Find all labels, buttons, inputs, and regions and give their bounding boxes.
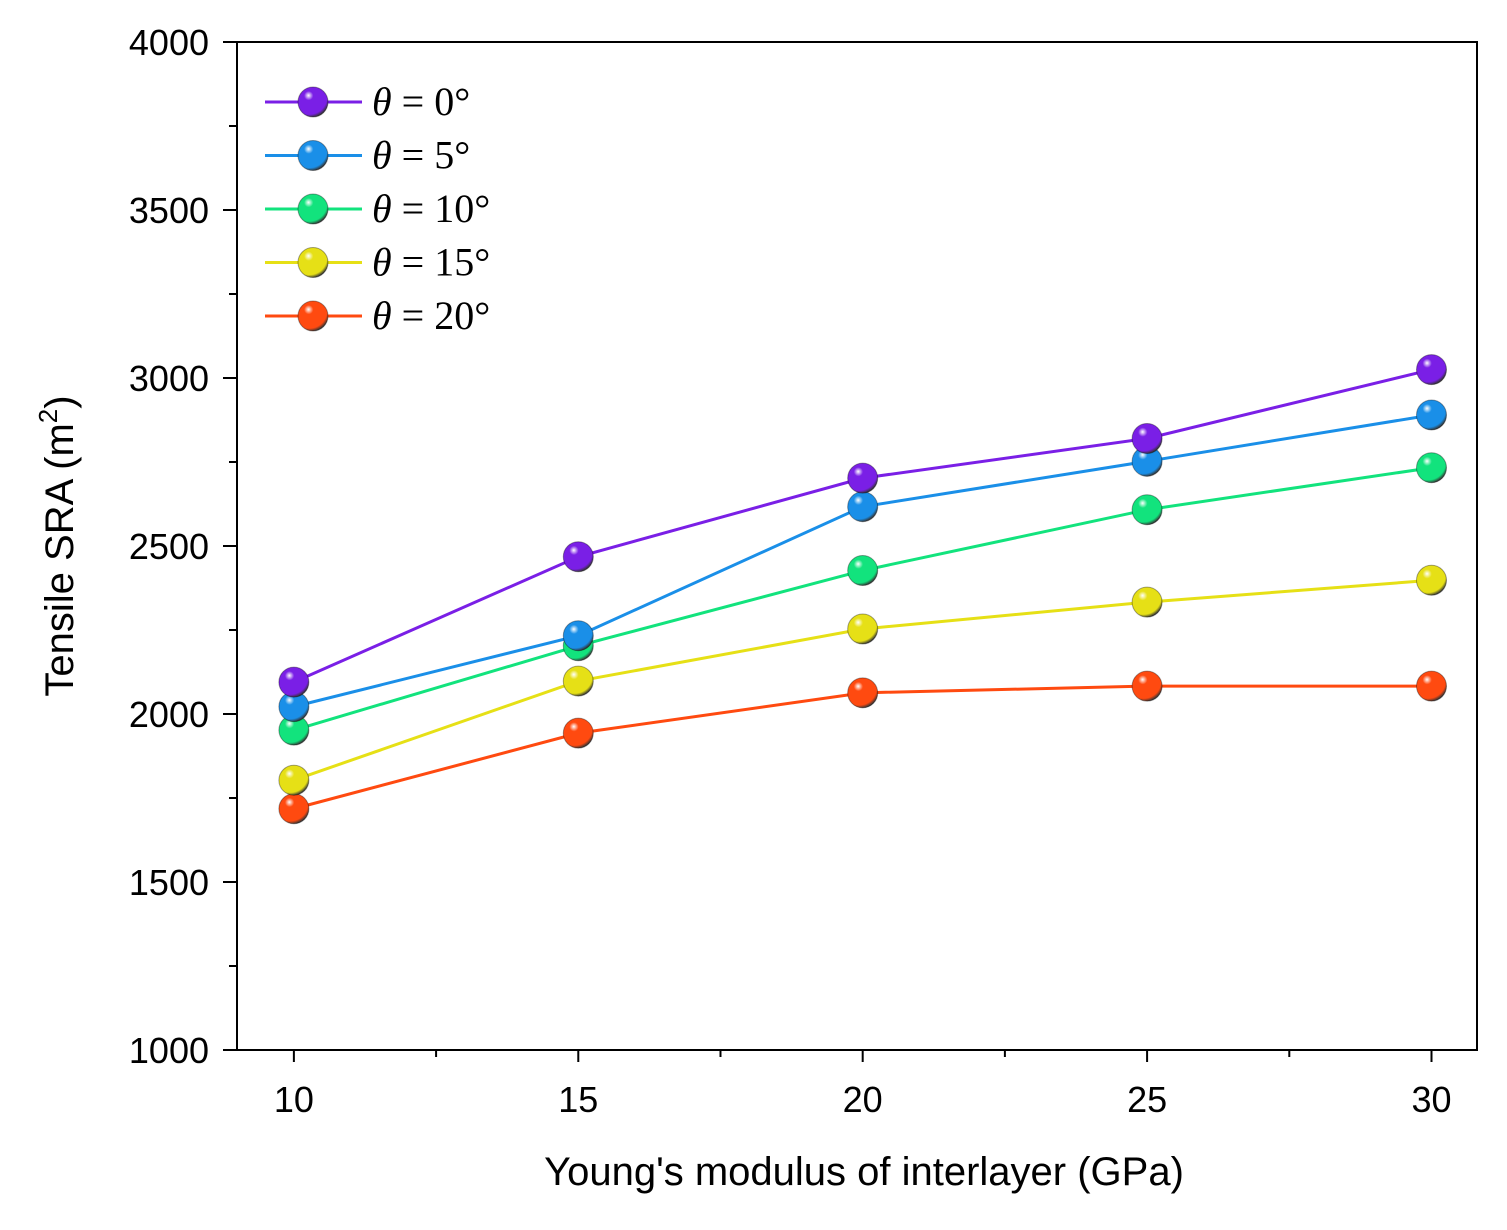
y-tick-label: 1500 bbox=[129, 862, 209, 903]
legend-symbol: θ bbox=[372, 240, 392, 285]
data-point bbox=[847, 462, 879, 494]
data-point bbox=[278, 666, 310, 698]
data-point bbox=[1131, 422, 1163, 454]
legend-label: θ = 10° bbox=[372, 186, 490, 231]
x-tick-label: 15 bbox=[558, 1079, 598, 1120]
y-tick-label: 3000 bbox=[129, 358, 209, 399]
data-point bbox=[847, 491, 879, 523]
data-point bbox=[562, 541, 594, 573]
legend: θ = 0°θ = 5°θ = 10°θ = 15°θ = 20° bbox=[265, 79, 490, 338]
data-point bbox=[562, 620, 594, 652]
series-3 bbox=[278, 564, 1447, 796]
y-axis-title-superscript: 2 bbox=[33, 409, 63, 423]
legend-label: θ = 0° bbox=[372, 79, 470, 124]
legend-item: θ = 15° bbox=[265, 240, 490, 285]
series-0 bbox=[278, 354, 1447, 698]
x-tick-label: 30 bbox=[1411, 1079, 1451, 1120]
y-axis-title-close: ) bbox=[38, 395, 82, 408]
legend-item: θ = 10° bbox=[265, 186, 490, 231]
series-4 bbox=[278, 670, 1447, 825]
x-tick-label: 20 bbox=[843, 1079, 883, 1120]
y-tick-label: 2000 bbox=[129, 694, 209, 735]
series-1 bbox=[278, 399, 1447, 723]
data-point bbox=[847, 613, 879, 645]
legend-label: θ = 15° bbox=[372, 240, 490, 285]
data-point bbox=[562, 717, 594, 749]
legend-value: = 0° bbox=[392, 79, 471, 124]
y-axis-title-main: Tensile SRA (m bbox=[38, 423, 82, 696]
data-point bbox=[1131, 586, 1163, 618]
legend-item: θ = 20° bbox=[265, 293, 490, 338]
data-point bbox=[562, 665, 594, 697]
legend-item: θ = 5° bbox=[265, 133, 470, 178]
data-point bbox=[847, 555, 879, 587]
data-point bbox=[1415, 354, 1447, 386]
data-point bbox=[278, 793, 310, 825]
legend-value: = 20° bbox=[392, 293, 491, 338]
data-point bbox=[1415, 564, 1447, 596]
legend-label: θ = 20° bbox=[372, 293, 490, 338]
data-point bbox=[1131, 494, 1163, 526]
legend-symbol: θ bbox=[372, 186, 392, 231]
x-axis: 10 15 20 25 30 bbox=[274, 1050, 1452, 1120]
y-axis: 1000 1500 2000 2500 3000 3500 4000 bbox=[129, 22, 237, 1071]
data-point bbox=[1415, 452, 1447, 484]
legend-value: = 15° bbox=[392, 240, 491, 285]
data-point bbox=[1415, 670, 1447, 702]
data-point bbox=[278, 764, 310, 796]
y-tick-label: 2500 bbox=[129, 526, 209, 567]
legend-marker bbox=[297, 86, 329, 118]
data-point bbox=[1415, 399, 1447, 431]
x-axis-title: Young's modulus of interlayer (GPa) bbox=[544, 1150, 1184, 1194]
legend-symbol: θ bbox=[372, 133, 392, 178]
y-tick-label: 3500 bbox=[129, 190, 209, 231]
y-tick-label: 4000 bbox=[129, 22, 209, 63]
legend-marker bbox=[297, 247, 329, 278]
y-axis-title: Tensile SRA (m2) bbox=[33, 395, 82, 696]
series-layer bbox=[278, 354, 1447, 825]
data-point bbox=[847, 677, 879, 709]
legend-value: = 10° bbox=[392, 186, 491, 231]
x-tick-label: 25 bbox=[1127, 1079, 1167, 1120]
legend-marker bbox=[297, 300, 329, 332]
x-tick-label: 10 bbox=[274, 1079, 314, 1120]
y-tick-label: 1000 bbox=[129, 1030, 209, 1071]
legend-symbol: θ bbox=[372, 79, 392, 124]
legend-item: θ = 0° bbox=[265, 79, 470, 124]
data-point bbox=[1131, 670, 1163, 702]
legend-marker bbox=[297, 140, 329, 171]
legend-value: = 5° bbox=[392, 133, 471, 178]
legend-label: θ = 5° bbox=[372, 133, 470, 178]
legend-marker bbox=[297, 193, 329, 225]
legend-symbol: θ bbox=[372, 293, 392, 338]
